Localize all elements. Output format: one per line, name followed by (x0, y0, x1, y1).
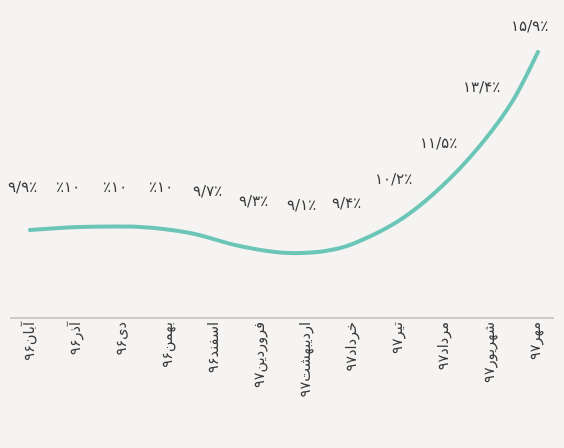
data-label: ٪۱۰ (103, 178, 127, 196)
x-tick-label: آبان۹۶ (20, 321, 38, 361)
data-label: ۹/۷٪ (193, 182, 222, 200)
data-label: ۱۰/۲٪ (375, 170, 412, 188)
x-tick-label: مهر۹۷ (528, 322, 544, 360)
series-line (28, 50, 540, 256)
x-tick-label: تیر۹۷ (390, 322, 406, 354)
label-layer: ۹/۹٪ ٪۱۰ ٪۱۰ ٪۱۰ ۹/۷٪ ۹/۳٪ ۹/۱٪ ۹/۴٪ ۱۰/۲٪ ۱۱/۵٪ ۱… (8, 17, 548, 214)
x-tick-label: فروردین۹۷ (252, 322, 268, 388)
x-tick-label: اسفند۹۶ (206, 322, 222, 373)
axis-layer: آبان۹۶ آذر۹۶ دی۹۶ بهمن۹۶ اسفند۹۶ فروردین۹۷ ارد… (10, 317, 554, 397)
x-tick-label: خرداد۹۷ (344, 322, 360, 372)
x-tick-label: دی۹۶ (114, 322, 130, 355)
x-tick-label: بهمن۹۶ (160, 322, 176, 368)
data-label: ٪۱۰ (149, 178, 173, 196)
data-label: ۱۱/۵٪ (420, 134, 457, 152)
data-label: ۱۳/۴٪ (463, 78, 500, 96)
data-label: ۹/۱٪ (287, 196, 316, 214)
data-label: ۹/۴٪ (332, 194, 361, 212)
x-tick-label: مرداد۹۷ (436, 322, 452, 370)
data-label: ٪۱۰ (56, 178, 80, 196)
line-layer (28, 50, 540, 256)
x-tick-label: آذر۹۶ (66, 321, 84, 355)
x-tick-label: اردیبهشت۹۷ (298, 322, 314, 397)
data-label: ۹/۳٪ (239, 192, 268, 210)
x-tick-label: شهریور۹۷ (482, 322, 498, 383)
data-label: ۹/۹٪ (8, 178, 37, 196)
data-label: ۱۵/۹٪ (511, 17, 548, 35)
